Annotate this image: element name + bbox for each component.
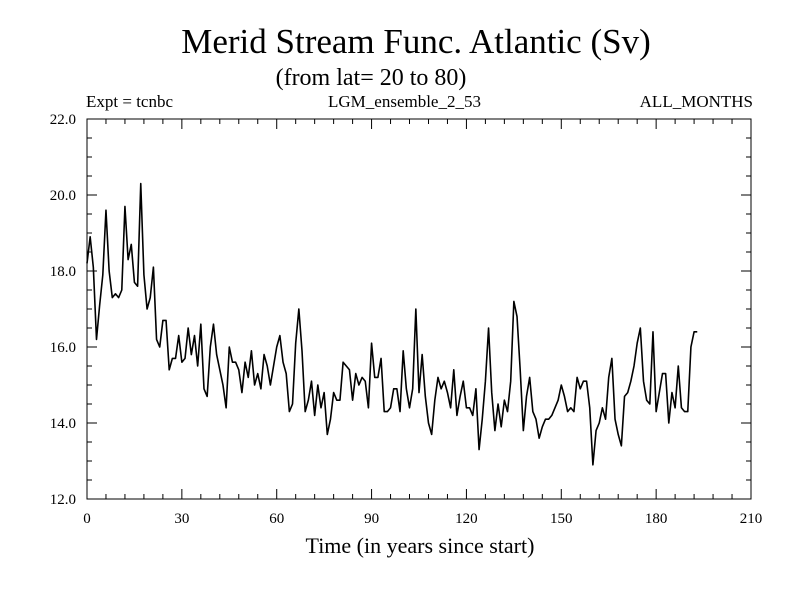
x-tick-label: 210 <box>740 511 763 527</box>
chart-subtitle: (from lat= 20 to 80) <box>275 65 467 91</box>
dataset-label: LGM_ensemble_2_53 <box>328 92 481 111</box>
x-tick-label: 120 <box>455 511 478 527</box>
series-line <box>86 182 698 466</box>
axis-ticks <box>86 118 752 500</box>
x-tick-label: 30 <box>174 511 189 527</box>
x-tick-label: 150 <box>550 511 573 527</box>
chart-title: Merid Stream Func. Atlantic (Sv) <box>181 22 651 61</box>
y-tick-label: 18.0 <box>50 264 76 280</box>
plot-frame <box>86 118 752 500</box>
y-tick-label: 14.0 <box>50 416 76 432</box>
x-tick-label: 90 <box>364 511 379 527</box>
y-tick-label: 20.0 <box>50 188 76 204</box>
y-tick-label: 22.0 <box>50 112 76 128</box>
axis-tick-labels: 0 30 60 90 120 150 180 210 12.0 14.0 16.0 18.0 20.0 2… <box>50 112 763 527</box>
x-axis-label: Time (in years since start) <box>305 533 535 558</box>
x-tick-label: 180 <box>645 511 668 527</box>
x-tick-label: 60 <box>269 511 284 527</box>
x-tick-label: 0 <box>83 511 91 527</box>
months-label: ALL_MONTHS <box>639 92 753 111</box>
y-tick-label: 16.0 <box>50 340 76 356</box>
y-tick-label: 12.0 <box>50 492 76 508</box>
experiment-label: Expt = tcnbc <box>86 92 174 111</box>
